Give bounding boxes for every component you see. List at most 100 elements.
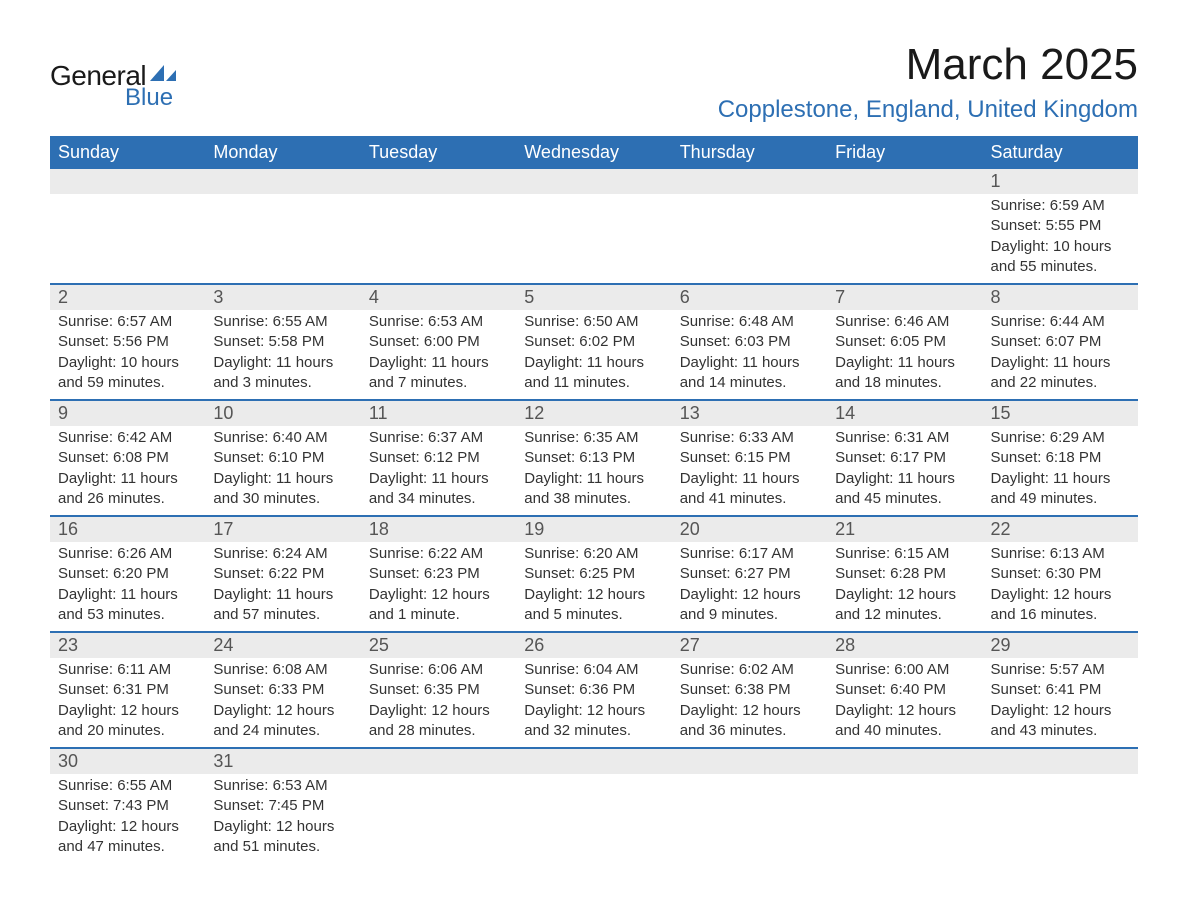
day-sunrise: Sunrise: 6:33 AM: [680, 428, 819, 448]
day-sunset: Sunset: 6:33 PM: [213, 680, 352, 700]
day-daylight1: Daylight: 12 hours: [524, 585, 663, 605]
day-sunrise: Sunrise: 6:02 AM: [680, 660, 819, 680]
day-cell: Sunrise: 6:57 AMSunset: 5:56 PMDaylight:…: [50, 310, 205, 399]
day-sunrise: Sunrise: 6:37 AM: [369, 428, 508, 448]
day-daylight1: Daylight: 12 hours: [58, 817, 197, 837]
day-sunrise: Sunrise: 6:59 AM: [991, 196, 1130, 216]
day-sunset: Sunset: 6:18 PM: [991, 448, 1130, 468]
day-daylight2: and 41 minutes.: [680, 489, 819, 509]
day-number: 30: [50, 749, 205, 774]
day-daylight1: Daylight: 11 hours: [213, 353, 352, 373]
day-cell: Sunrise: 6:59 AMSunset: 5:55 PMDaylight:…: [983, 194, 1138, 283]
day-daylight2: and 7 minutes.: [369, 373, 508, 393]
day-daylight2: and 59 minutes.: [58, 373, 197, 393]
day-number: 13: [672, 401, 827, 426]
day-number: [827, 169, 982, 194]
month-title: March 2025: [718, 40, 1138, 90]
day-cell: Sunrise: 6:53 AMSunset: 7:45 PMDaylight:…: [205, 774, 360, 863]
day-cell: Sunrise: 6:40 AMSunset: 6:10 PMDaylight:…: [205, 426, 360, 515]
day-sunrise: Sunrise: 6:26 AM: [58, 544, 197, 564]
weekday-header: Saturday: [983, 136, 1138, 169]
day-sunset: Sunset: 6:31 PM: [58, 680, 197, 700]
day-sunrise: Sunrise: 6:04 AM: [524, 660, 663, 680]
day-daylight2: and 30 minutes.: [213, 489, 352, 509]
day-number: 14: [827, 401, 982, 426]
day-number: 23: [50, 633, 205, 658]
day-cell: Sunrise: 6:44 AMSunset: 6:07 PMDaylight:…: [983, 310, 1138, 399]
day-sunrise: Sunrise: 5:57 AM: [991, 660, 1130, 680]
day-daylight1: Daylight: 11 hours: [835, 469, 974, 489]
day-cell: Sunrise: 6:31 AMSunset: 6:17 PMDaylight:…: [827, 426, 982, 515]
day-daylight1: Daylight: 11 hours: [991, 353, 1130, 373]
day-sunrise: Sunrise: 6:48 AM: [680, 312, 819, 332]
day-number: 16: [50, 517, 205, 542]
day-number: 11: [361, 401, 516, 426]
day-sunrise: Sunrise: 6:53 AM: [213, 776, 352, 796]
day-number: [672, 169, 827, 194]
day-sunset: Sunset: 6:15 PM: [680, 448, 819, 468]
day-cell: [672, 774, 827, 863]
day-number: 22: [983, 517, 1138, 542]
day-sunrise: Sunrise: 6:13 AM: [991, 544, 1130, 564]
day-cell: Sunrise: 6:22 AMSunset: 6:23 PMDaylight:…: [361, 542, 516, 631]
day-sunrise: Sunrise: 6:20 AM: [524, 544, 663, 564]
day-sunrise: Sunrise: 6:29 AM: [991, 428, 1130, 448]
day-sunrise: Sunrise: 6:11 AM: [58, 660, 197, 680]
day-number: [672, 749, 827, 774]
day-number: 31: [205, 749, 360, 774]
day-daylight2: and 3 minutes.: [213, 373, 352, 393]
day-daylight1: Daylight: 12 hours: [524, 701, 663, 721]
day-number: 6: [672, 285, 827, 310]
day-cell: Sunrise: 6:33 AMSunset: 6:15 PMDaylight:…: [672, 426, 827, 515]
day-daylight2: and 55 minutes.: [991, 257, 1130, 277]
day-daylight1: Daylight: 11 hours: [213, 469, 352, 489]
day-daylight1: Daylight: 12 hours: [58, 701, 197, 721]
day-daylight1: Daylight: 11 hours: [58, 469, 197, 489]
weekday-header: Monday: [205, 136, 360, 169]
day-sunset: Sunset: 5:58 PM: [213, 332, 352, 352]
day-daylight1: Daylight: 12 hours: [213, 817, 352, 837]
weekday-header: Sunday: [50, 136, 205, 169]
day-sunset: Sunset: 6:36 PM: [524, 680, 663, 700]
calendar-body: 1Sunrise: 6:59 AMSunset: 5:55 PMDaylight…: [50, 169, 1138, 863]
day-number: [361, 169, 516, 194]
day-sunset: Sunset: 6:03 PM: [680, 332, 819, 352]
day-number: 12: [516, 401, 671, 426]
header: General Blue March 2025 Copplestone, Eng…: [50, 40, 1138, 124]
location-subtitle: Copplestone, England, United Kingdom: [718, 96, 1138, 124]
day-sunset: Sunset: 6:02 PM: [524, 332, 663, 352]
day-daylight2: and 34 minutes.: [369, 489, 508, 509]
day-daylight2: and 14 minutes.: [680, 373, 819, 393]
day-daylight2: and 49 minutes.: [991, 489, 1130, 509]
day-cell: Sunrise: 6:11 AMSunset: 6:31 PMDaylight:…: [50, 658, 205, 747]
day-daylight1: Daylight: 10 hours: [991, 237, 1130, 257]
day-sunset: Sunset: 6:40 PM: [835, 680, 974, 700]
day-number: [827, 749, 982, 774]
day-cell: Sunrise: 6:24 AMSunset: 6:22 PMDaylight:…: [205, 542, 360, 631]
day-cell: Sunrise: 6:46 AMSunset: 6:05 PMDaylight:…: [827, 310, 982, 399]
day-sunrise: Sunrise: 6:15 AM: [835, 544, 974, 564]
day-number: 26: [516, 633, 671, 658]
day-daylight2: and 1 minute.: [369, 605, 508, 625]
day-daylight2: and 16 minutes.: [991, 605, 1130, 625]
day-cell: Sunrise: 6:55 AMSunset: 5:58 PMDaylight:…: [205, 310, 360, 399]
day-number: 4: [361, 285, 516, 310]
weekday-header: Tuesday: [361, 136, 516, 169]
day-number: 10: [205, 401, 360, 426]
day-sunset: Sunset: 6:20 PM: [58, 564, 197, 584]
day-daylight1: Daylight: 12 hours: [991, 701, 1130, 721]
day-daylight1: Daylight: 12 hours: [835, 701, 974, 721]
day-number: 28: [827, 633, 982, 658]
logo-text-blue: Blue: [125, 84, 173, 112]
day-daylight1: Daylight: 12 hours: [680, 585, 819, 605]
day-number: 15: [983, 401, 1138, 426]
day-daylight2: and 12 minutes.: [835, 605, 974, 625]
day-daylight2: and 51 minutes.: [213, 837, 352, 857]
weekday-header-row: Sunday Monday Tuesday Wednesday Thursday…: [50, 136, 1138, 169]
day-sunrise: Sunrise: 6:00 AM: [835, 660, 974, 680]
day-cell: Sunrise: 6:17 AMSunset: 6:27 PMDaylight:…: [672, 542, 827, 631]
day-cell: [205, 194, 360, 283]
day-cell: [361, 774, 516, 863]
day-sunrise: Sunrise: 6:44 AM: [991, 312, 1130, 332]
day-cell: [50, 194, 205, 283]
